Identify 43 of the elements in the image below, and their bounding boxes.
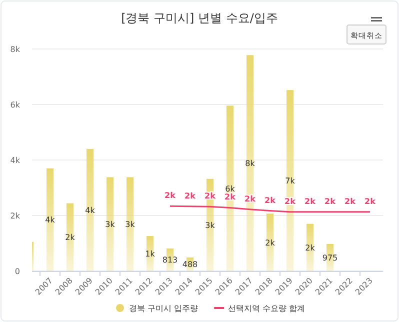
data-label: 6k	[225, 184, 236, 194]
y-tick-label: 0	[14, 267, 20, 276]
data-label: 3k	[125, 220, 136, 230]
data-label: 488	[182, 260, 198, 270]
bar	[66, 203, 74, 271]
data-label: 7k	[285, 176, 296, 186]
bar	[246, 55, 254, 271]
data-label: 4k	[45, 216, 56, 225]
data-label: 1k	[145, 250, 156, 259]
data-label: 2k	[264, 196, 276, 205]
data-label: 3k	[205, 220, 216, 230]
data-label: 2k	[164, 191, 176, 200]
y-tick-label: 8k	[10, 45, 20, 54]
y-tick-label: 2k	[10, 212, 20, 220]
data-label: 2k	[224, 192, 236, 202]
bar	[266, 214, 274, 271]
y-tick-label: 6k	[10, 100, 20, 110]
data-label: 4k	[85, 206, 96, 215]
data-label: 2k	[344, 196, 356, 206]
data-label: 2k	[184, 191, 196, 200]
bar	[86, 148, 94, 271]
data-label: 2k	[65, 233, 76, 242]
bar	[226, 106, 234, 271]
data-label: 2k	[305, 243, 316, 252]
bar	[286, 90, 294, 271]
legend-label: 경북 구미시 입주량	[129, 304, 198, 313]
data-label: 2k	[265, 238, 276, 248]
data-label: 8k	[245, 159, 256, 168]
bar	[106, 177, 114, 271]
data-label: 813	[162, 256, 178, 265]
data-label: 2k	[364, 196, 376, 206]
bar	[306, 224, 314, 271]
legend-label: 선택지역 수요량 합계	[228, 304, 306, 313]
chart-title: [경북 구미시] 년별 수요/입주	[121, 11, 278, 25]
data-label: 2k	[244, 194, 256, 204]
data-label: 975	[322, 253, 338, 262]
data-label: 3k	[105, 220, 116, 230]
data-label: 2k	[324, 196, 336, 206]
bar	[126, 177, 134, 271]
y-tick-label: 4k	[10, 156, 20, 165]
data-label: 2k	[284, 196, 296, 206]
data-label: 2k	[304, 196, 316, 206]
bar	[46, 168, 54, 271]
